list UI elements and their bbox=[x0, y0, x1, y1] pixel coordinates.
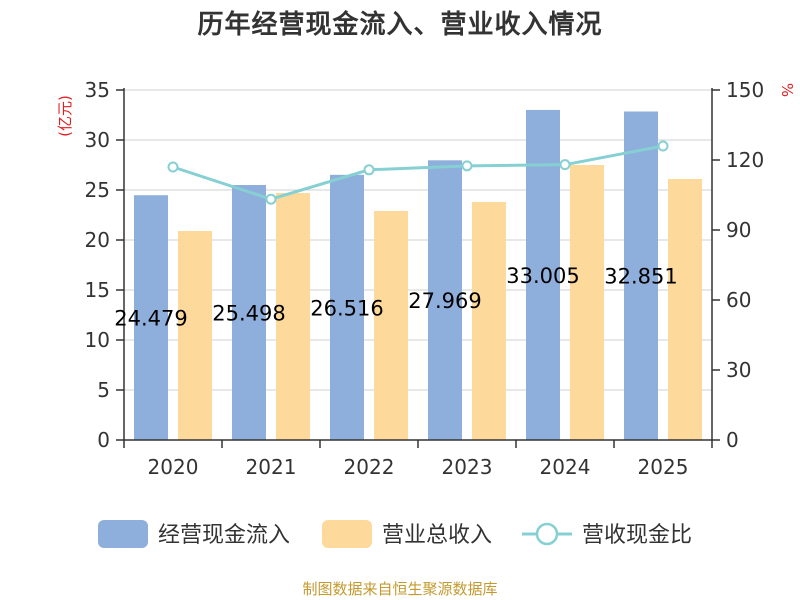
source-note: 制图数据来自恒生聚源数据库 bbox=[302, 580, 498, 598]
cash-inflow-data-label: 26.516 bbox=[310, 296, 383, 320]
x-tick-label: 2023 bbox=[442, 455, 493, 479]
left-tick-label: 0 bbox=[97, 428, 110, 452]
right-tick-label: 60 bbox=[726, 288, 751, 312]
revenue-bar bbox=[276, 193, 310, 440]
cash-inflow-bar bbox=[330, 174, 364, 440]
left-tick-label: 5 bbox=[97, 378, 110, 402]
x-tick-label: 2020 bbox=[148, 455, 199, 479]
cash-inflow-data-label: 27.969 bbox=[408, 289, 481, 313]
right-axis-unit: % bbox=[778, 83, 796, 97]
ratio-point bbox=[657, 140, 669, 152]
legend-swatch-cash-inflow bbox=[98, 520, 148, 548]
left-tick-label: 35 bbox=[85, 78, 110, 102]
data-labels-group: 24.479 25.498 26.516 27.969 33.005 32.851 bbox=[114, 264, 677, 331]
ratio-point bbox=[167, 161, 179, 173]
cash-inflow-data-label: 33.005 bbox=[506, 264, 579, 288]
bars-group bbox=[134, 109, 702, 441]
right-tick-label: 150 bbox=[726, 78, 764, 102]
right-tick-label: 0 bbox=[726, 428, 739, 452]
grid-lines bbox=[124, 89, 712, 391]
cash-inflow-bar bbox=[428, 160, 462, 440]
legend-swatch-ratio-marker bbox=[535, 522, 559, 546]
left-tick-label: 30 bbox=[85, 128, 110, 152]
ratio-point bbox=[559, 159, 571, 171]
x-tick-label: 2024 bbox=[540, 455, 591, 479]
revenue-bar bbox=[374, 211, 408, 440]
cash-inflow-data-label: 32.851 bbox=[604, 265, 677, 289]
ratio-point bbox=[265, 193, 277, 205]
chart-title: 历年经营现金流入、营业收入情况 bbox=[197, 10, 603, 40]
legend-label-revenue: 营业总收入 bbox=[382, 523, 492, 548]
revenue-bar bbox=[178, 231, 212, 440]
ratio-line-group bbox=[167, 140, 669, 205]
ratio-point bbox=[363, 164, 375, 176]
left-axis-unit: (亿元) bbox=[56, 95, 74, 137]
legend-label-ratio: 营收现金比 bbox=[582, 523, 692, 548]
right-tick-label: 30 bbox=[726, 358, 751, 382]
cash-inflow-data-label: 24.479 bbox=[114, 307, 187, 331]
x-tick-label: 2025 bbox=[638, 455, 689, 479]
x-tick-label: 2021 bbox=[246, 455, 297, 479]
ratio-point bbox=[461, 160, 473, 172]
left-tick-label: 15 bbox=[85, 278, 110, 302]
legend-swatch-revenue bbox=[322, 520, 372, 548]
revenue-bar bbox=[668, 179, 702, 440]
cash-inflow-bar bbox=[134, 195, 168, 440]
revenue-bar bbox=[570, 165, 604, 440]
revenue-bar bbox=[472, 202, 506, 440]
ratio-line bbox=[172, 144, 664, 201]
legend: 经营现金流入 营业总收入 营收现金比 bbox=[98, 520, 692, 548]
cash-inflow-bar bbox=[624, 111, 658, 441]
left-tick-label: 20 bbox=[85, 228, 110, 252]
cash-inflow-bar bbox=[232, 185, 266, 440]
left-tick-label: 25 bbox=[85, 178, 110, 202]
right-tick-label: 120 bbox=[726, 148, 764, 172]
right-tick-label: 90 bbox=[726, 218, 751, 242]
legend-label-cash-inflow: 经营现金流入 bbox=[158, 523, 290, 548]
left-tick-label: 10 bbox=[85, 328, 110, 352]
x-tick-label: 2022 bbox=[344, 455, 395, 479]
cash-inflow-data-label: 25.498 bbox=[212, 302, 285, 326]
